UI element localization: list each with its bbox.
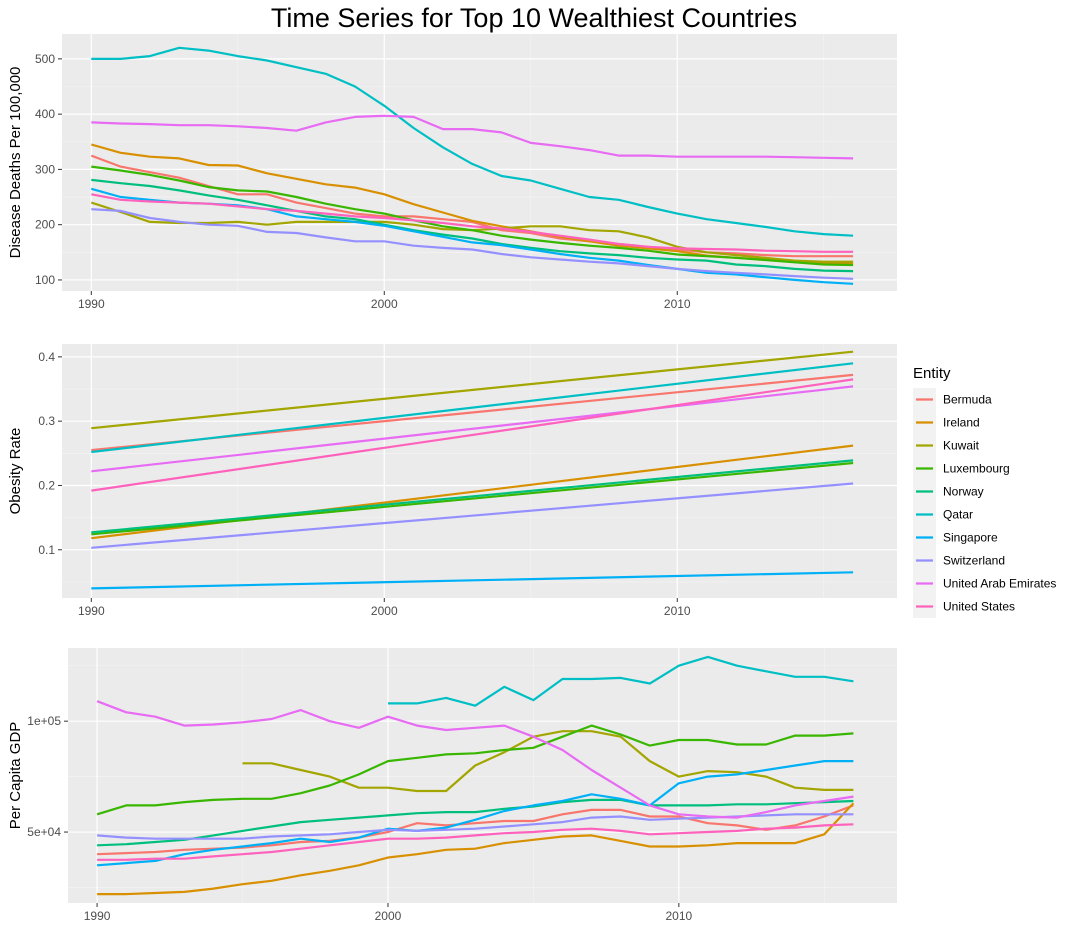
x-tick-label: 1990 bbox=[78, 604, 105, 618]
legend-item: Switzerland bbox=[913, 549, 1005, 572]
series-line-norway bbox=[97, 798, 854, 847]
series-line-united-arab-emirates bbox=[91, 385, 854, 473]
legend-label: Ireland bbox=[943, 416, 980, 430]
y-axis-label: Obesity Rate bbox=[7, 428, 24, 515]
series-line-united-arab-emirates bbox=[91, 114, 854, 160]
y-axis-label: Disease Deaths Per 100,000 bbox=[7, 67, 24, 259]
series-line-qatar bbox=[91, 362, 854, 454]
series-line-united-states bbox=[91, 378, 854, 492]
y-axis-label: Per Capita GDP bbox=[7, 722, 24, 830]
legend-item: Ireland bbox=[913, 411, 980, 434]
legend-item: Luxembourg bbox=[913, 457, 1010, 480]
chart-title: Time Series for Top 10 Wealthiest Countr… bbox=[271, 3, 797, 33]
series-line-united-states bbox=[91, 193, 854, 253]
y-tick-label: 5e+04 bbox=[27, 825, 61, 839]
plot-background bbox=[68, 648, 897, 903]
series-line-singapore bbox=[91, 571, 854, 590]
legend-title: Entity bbox=[913, 365, 951, 382]
legend-label: Singapore bbox=[943, 531, 998, 545]
legend-item: United States bbox=[913, 595, 1015, 618]
series-line-norway bbox=[91, 178, 854, 273]
legend-item: Kuwait bbox=[913, 434, 980, 457]
series-line-luxembourg bbox=[91, 461, 854, 536]
panels: 1990 2000 2010 100 200 300 400 500 Disease Death… bbox=[7, 34, 897, 923]
x-tick-label: 1990 bbox=[78, 297, 105, 311]
x-tick-label: 1990 bbox=[84, 909, 111, 923]
series-line-luxembourg bbox=[96, 724, 854, 816]
y-tick-label: 100 bbox=[35, 273, 55, 287]
series-line-luxembourg bbox=[91, 165, 854, 267]
y-tick-label: 0.4 bbox=[38, 350, 55, 364]
legend-label: Bermuda bbox=[943, 393, 992, 407]
series-line-united-arab-emirates bbox=[96, 700, 854, 819]
series-line-qatar bbox=[388, 655, 854, 707]
series-line-switzerland bbox=[91, 482, 854, 549]
x-tick-label: 2010 bbox=[665, 909, 692, 923]
panel-1: 1990 2000 2010 100 200 300 400 500 Disease Death… bbox=[7, 34, 897, 311]
y-tick-label: 300 bbox=[35, 162, 55, 176]
series-line-kuwait bbox=[91, 350, 854, 430]
series-line-norway bbox=[91, 459, 854, 534]
x-tick-label: 2000 bbox=[371, 297, 398, 311]
x-tick-label: 2000 bbox=[371, 604, 398, 618]
legend-item: Qatar bbox=[913, 503, 973, 526]
y-tick-label: 200 bbox=[35, 218, 55, 232]
x-tick-label: 2000 bbox=[375, 909, 402, 923]
panel-2: 1990 2000 2010 0.1 0.2 0.3 0.4 Obesity Rate bbox=[7, 344, 897, 618]
series-line-switzerland bbox=[91, 208, 854, 280]
series-line-qatar bbox=[91, 46, 854, 237]
series-line-singapore bbox=[97, 760, 854, 867]
legend-label: Qatar bbox=[943, 508, 973, 522]
legend-item: Norway bbox=[913, 480, 984, 503]
legend-label: Switzerland bbox=[943, 554, 1005, 568]
y-tick-label: 500 bbox=[35, 52, 55, 66]
y-tick-label: 0.2 bbox=[38, 478, 55, 492]
legend: Entity Bermuda Ireland Kuwait Luxembourg Norw… bbox=[913, 365, 1056, 618]
legend-item: United Arab Emirates bbox=[913, 572, 1056, 595]
legend-item: Bermuda bbox=[913, 388, 992, 411]
series-lines bbox=[91, 350, 854, 590]
legend-label: Luxembourg bbox=[943, 462, 1010, 476]
y-tick-label: 0.3 bbox=[38, 414, 55, 428]
x-tick-label: 2010 bbox=[664, 297, 691, 311]
y-tick-label: 400 bbox=[35, 107, 55, 121]
series-lines bbox=[90, 46, 854, 285]
series-line-ireland bbox=[97, 802, 855, 896]
legend-label: Norway bbox=[943, 485, 984, 499]
y-tick-label: 1e+05 bbox=[27, 714, 61, 728]
series-line-kuwait bbox=[242, 730, 854, 793]
legend-label: Kuwait bbox=[943, 439, 980, 453]
legend-label: United Arab Emirates bbox=[943, 577, 1056, 591]
series-lines bbox=[96, 655, 855, 896]
y-tick-label: 0.1 bbox=[38, 543, 55, 557]
series-line-united-states bbox=[97, 823, 854, 861]
legend-item: Singapore bbox=[913, 526, 998, 549]
legend-label: United States bbox=[943, 600, 1015, 614]
x-tick-label: 2010 bbox=[664, 604, 691, 618]
